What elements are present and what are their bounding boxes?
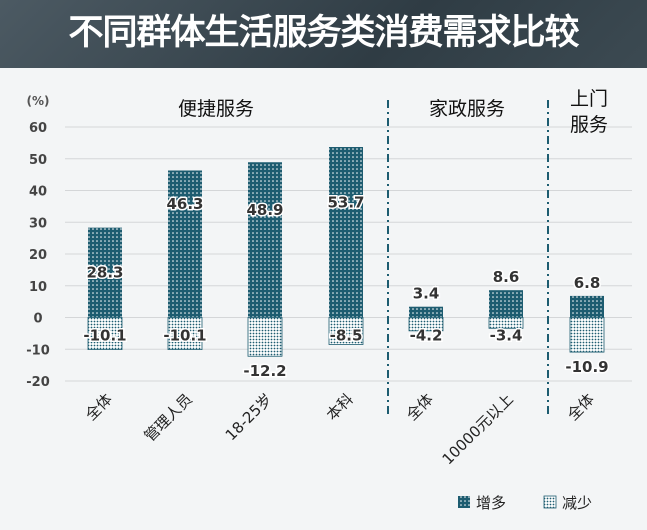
bar-increase	[168, 170, 202, 318]
data-label-increase: 8.6	[493, 268, 520, 286]
bar-increase	[88, 227, 122, 318]
data-label-increase: 28.3	[86, 264, 123, 282]
data-label-decrease: -4.2	[410, 326, 443, 344]
data-label-decrease: -12.2	[243, 362, 286, 380]
x-tick-label: 全体	[564, 390, 598, 424]
y-tick-label: 0	[33, 312, 42, 327]
data-label-decrease: -10.9	[565, 358, 608, 376]
data-label-increase: 6.8	[574, 274, 601, 292]
chart-title: 不同群体生活服务类消费需求比较	[68, 13, 579, 53]
bar-increase	[409, 306, 443, 318]
bar-decrease	[87, 317, 123, 350]
x-tick-label: 管理人员	[141, 390, 196, 445]
y-tick-label: 60	[29, 121, 47, 136]
data-label-decrease: -10.1	[83, 326, 126, 344]
data-label-increase: 46.3	[166, 195, 203, 213]
x-tick-label: 18-25岁	[222, 390, 276, 444]
y-tick-label: 30	[29, 216, 47, 231]
legend-label-increase: 增多	[476, 494, 506, 512]
data-label-increase: 48.9	[246, 201, 283, 219]
y-tick-label: -20	[26, 375, 50, 390]
header-banner	[0, 0, 647, 68]
bar-decrease	[408, 317, 444, 332]
legend-swatch-decrease	[543, 495, 557, 509]
x-tick-label: 全体	[403, 390, 437, 424]
legend-swatch-increase	[458, 496, 470, 508]
data-label-increase: 3.4	[413, 285, 440, 303]
data-label-increase: 53.7	[327, 193, 364, 211]
bar-increase	[248, 162, 282, 318]
y-tick-label: 10	[29, 280, 47, 295]
bar-decrease	[247, 317, 283, 357]
data-label-decrease: -8.5	[330, 326, 363, 344]
bar-increase	[570, 295, 604, 318]
bar-increase	[489, 290, 523, 318]
bar-increase	[329, 147, 363, 318]
bar-decrease	[328, 317, 364, 345]
group-label: 服务	[570, 114, 608, 136]
x-tick-label: 10000元以上	[439, 390, 517, 468]
y-tick-label: 20	[29, 248, 47, 263]
y-tick-label: -10	[26, 343, 50, 358]
bar-decrease	[167, 317, 203, 350]
bar-decrease	[488, 317, 524, 329]
y-axis-label: (%)	[27, 94, 50, 108]
group-label: 便捷服务	[178, 98, 254, 120]
x-tick-label: 全体	[82, 390, 116, 424]
bar-decrease	[569, 317, 605, 353]
x-tick-label: 本科	[323, 390, 357, 424]
legend-label-decrease: 减少	[562, 494, 592, 512]
y-tick-label: 40	[29, 185, 47, 200]
data-label-decrease: -10.1	[163, 326, 206, 344]
data-label-decrease: -3.4	[490, 326, 523, 344]
group-label: 上门	[570, 88, 608, 110]
group-label: 家政服务	[429, 98, 505, 120]
y-tick-label: 50	[29, 153, 47, 168]
